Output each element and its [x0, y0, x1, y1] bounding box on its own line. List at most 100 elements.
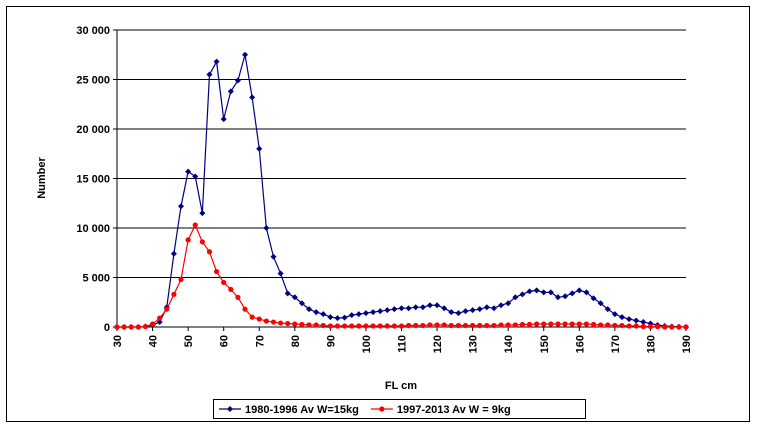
data-point [291, 294, 298, 301]
data-point [484, 322, 490, 329]
data-point [526, 321, 533, 328]
x-tick-label: 90 [325, 335, 337, 347]
data-point [320, 311, 327, 318]
y-tick-label: 20 000 [76, 124, 110, 136]
data-point [299, 321, 305, 328]
data-point [370, 309, 377, 316]
data-point [498, 322, 504, 328]
data-point [576, 321, 582, 327]
data-point [605, 322, 611, 328]
data-point [540, 289, 547, 296]
data-point [612, 322, 618, 329]
data-point [455, 322, 461, 329]
data-point [334, 323, 341, 329]
data-point [370, 323, 376, 329]
data-point [398, 305, 405, 312]
data-point [185, 237, 191, 243]
data-point [490, 305, 497, 312]
data-point [469, 307, 476, 314]
data-point [213, 268, 220, 275]
y-tick-label: 30 000 [76, 25, 110, 37]
data-point [128, 324, 134, 330]
data-point [590, 321, 597, 328]
data-point [199, 239, 205, 245]
data-point [676, 324, 682, 330]
data-point [156, 319, 163, 326]
x-tick-label: 40 [148, 335, 160, 347]
data-point [548, 321, 554, 327]
data-point [419, 304, 426, 311]
data-point [526, 288, 533, 295]
data-point [462, 322, 469, 329]
data-point [583, 289, 590, 296]
data-point [619, 322, 625, 329]
data-point [534, 321, 540, 327]
data-point [647, 323, 654, 330]
data-point [611, 311, 618, 318]
data-point [448, 309, 455, 316]
data-point [256, 316, 262, 322]
data-point [633, 317, 640, 324]
data-point [477, 322, 483, 329]
data-point [149, 321, 156, 327]
data-point [434, 302, 441, 309]
data-point [249, 94, 256, 101]
data-point [406, 322, 412, 329]
legend-marker [227, 406, 233, 412]
data-point [227, 88, 234, 95]
data-point [377, 308, 384, 315]
data-point [270, 253, 277, 260]
data-point [590, 295, 597, 302]
data-point [277, 320, 284, 326]
data-point [249, 314, 255, 320]
data-point [348, 312, 355, 319]
data-point [562, 293, 569, 300]
data-point [491, 322, 497, 329]
data-point [562, 321, 568, 327]
x-tick-label: 150 [539, 335, 551, 353]
data-point [355, 311, 362, 318]
data-point [306, 306, 313, 313]
data-point [512, 294, 519, 301]
data-point [164, 306, 170, 312]
data-point [391, 323, 397, 329]
x-tick-label: 130 [468, 335, 480, 353]
data-point [640, 319, 647, 326]
data-point [412, 304, 419, 311]
data-point [569, 321, 575, 327]
data-point [505, 322, 511, 328]
data-point [476, 306, 483, 313]
data-point [576, 287, 583, 294]
data-point [618, 314, 625, 321]
data-point [213, 58, 220, 65]
x-tick-label: 180 [645, 335, 657, 353]
data-point [547, 289, 554, 296]
data-point [192, 222, 198, 228]
data-point [157, 315, 163, 321]
data-point [405, 305, 412, 312]
y-axis-label: Number [36, 157, 48, 199]
y-tick-label: 25 000 [76, 75, 110, 87]
data-point [221, 279, 227, 286]
data-point [256, 145, 263, 152]
data-point [448, 322, 454, 329]
data-point [683, 324, 689, 330]
legend: 1980-1996 Av W=15kg 1997-2013 Av W = 9kg [213, 399, 586, 419]
data-point [555, 321, 561, 327]
y-tick-label: 10 000 [76, 223, 110, 235]
data-point [298, 300, 305, 307]
data-point [171, 291, 177, 297]
data-point [633, 323, 639, 329]
data-point [170, 250, 177, 257]
data-point [327, 314, 334, 321]
y-tick-label: 15 000 [76, 174, 110, 186]
x-tick-label: 60 [219, 335, 231, 347]
data-point [554, 294, 561, 301]
data-point [199, 210, 206, 217]
data-point [583, 321, 590, 327]
data-point [427, 322, 433, 328]
x-tick-label: 170 [610, 335, 622, 353]
data-point [654, 323, 661, 330]
data-point [263, 225, 270, 231]
